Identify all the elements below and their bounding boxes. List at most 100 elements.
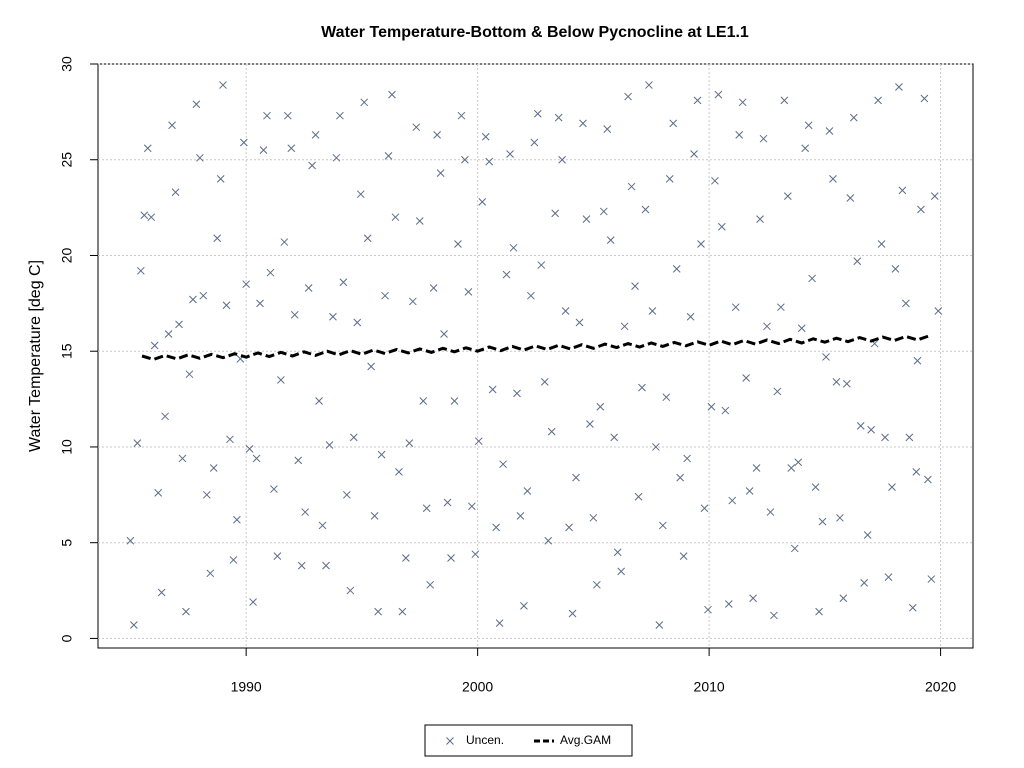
data-point <box>599 207 608 216</box>
data-point <box>624 92 632 101</box>
data-point <box>150 341 159 350</box>
data-point <box>558 155 566 164</box>
data-point <box>794 458 803 467</box>
data-point <box>759 134 768 143</box>
data-point <box>130 621 138 629</box>
data-point <box>927 575 936 583</box>
data-point <box>895 83 903 91</box>
data-point <box>219 81 227 89</box>
data-point <box>849 113 858 122</box>
data-point <box>676 473 685 482</box>
data-point <box>506 150 514 158</box>
data-point <box>294 456 303 465</box>
data-point <box>182 607 190 616</box>
data-point <box>402 554 410 562</box>
data-point <box>917 205 925 214</box>
data-point <box>336 111 344 120</box>
data-point <box>520 602 528 610</box>
data-point <box>721 406 730 415</box>
data-point <box>881 433 889 442</box>
data-point <box>471 550 480 559</box>
data-point <box>495 619 504 627</box>
data-point <box>447 554 455 562</box>
data-point <box>579 119 587 128</box>
legend-box <box>424 724 633 757</box>
data-point <box>770 611 778 620</box>
data-point <box>745 487 754 495</box>
y-axis-label: Water Temperature [deg C] <box>27 260 44 452</box>
data-point <box>884 573 893 582</box>
data-point <box>189 295 197 304</box>
data-point <box>777 303 785 312</box>
data-point <box>913 356 922 365</box>
data-point <box>454 240 462 248</box>
data-point <box>606 236 615 245</box>
data-point <box>620 322 629 331</box>
data-point <box>199 291 208 300</box>
data-point <box>516 512 525 520</box>
data-point <box>523 487 532 495</box>
data-point <box>572 473 580 482</box>
data-point <box>638 383 646 392</box>
data-point <box>853 257 862 266</box>
data-point <box>136 266 145 275</box>
data-point <box>836 513 844 522</box>
data-point <box>474 437 483 446</box>
data-point <box>690 150 698 158</box>
data-point <box>596 402 605 411</box>
data-point <box>544 536 553 545</box>
data-point <box>700 504 709 513</box>
data-point <box>738 98 747 107</box>
data-point <box>672 265 681 273</box>
data-point <box>613 548 622 557</box>
data-point <box>540 377 549 386</box>
data-point <box>735 130 744 139</box>
data-point <box>419 397 428 405</box>
data-point <box>582 215 591 223</box>
data-point <box>391 213 400 222</box>
data-point <box>731 303 740 312</box>
legend-marker <box>446 737 454 745</box>
data-point <box>513 389 521 398</box>
data-point <box>290 310 299 319</box>
data-point <box>478 198 487 206</box>
data-point <box>749 594 757 603</box>
data-point <box>634 492 643 501</box>
data-point <box>252 454 261 463</box>
data-point <box>658 521 667 530</box>
data-point <box>846 194 855 202</box>
data-point <box>790 544 799 553</box>
data-point <box>356 190 365 199</box>
data-point <box>147 213 156 222</box>
y-tick-label: 15 <box>59 343 75 359</box>
data-point <box>509 243 518 252</box>
data-point <box>443 498 452 507</box>
data-point <box>787 464 796 472</box>
data-point <box>652 443 660 451</box>
data-point <box>912 467 921 476</box>
data-point <box>499 460 507 469</box>
data-point <box>592 580 601 589</box>
data-point <box>773 387 782 396</box>
data-point <box>898 186 907 195</box>
data-point <box>665 175 674 183</box>
data-point <box>645 81 653 89</box>
data-point <box>249 598 257 606</box>
data-point <box>245 445 254 453</box>
data-point <box>808 274 816 283</box>
data-point <box>924 475 932 484</box>
data-point <box>481 132 490 141</box>
data-point <box>627 182 636 191</box>
data-point <box>384 152 393 160</box>
data-point <box>832 377 841 386</box>
data-point <box>780 96 789 105</box>
data-point <box>322 561 330 570</box>
data-point <box>464 288 473 296</box>
legend-label: Avg.GAM <box>560 733 611 747</box>
data-point <box>527 291 535 300</box>
data-point <box>332 153 341 162</box>
data-point <box>360 98 369 107</box>
data-point <box>349 433 358 442</box>
data-point <box>408 297 417 306</box>
